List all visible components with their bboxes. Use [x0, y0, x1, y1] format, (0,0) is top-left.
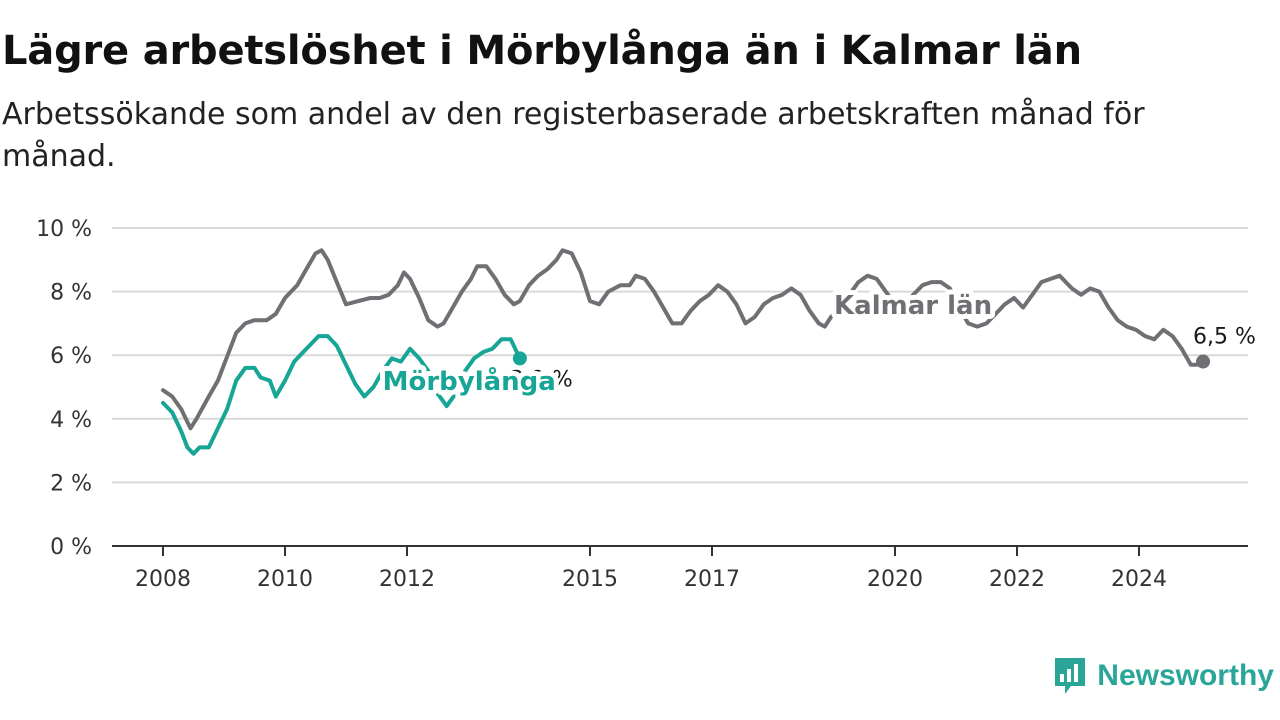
y-tick-label: 4 % — [50, 408, 92, 433]
x-tick-label: 2008 — [135, 567, 191, 592]
x-axis-ticks: 2008 2010 2012 2015 2017 2020 2022 2024 — [135, 546, 1167, 592]
y-tick-label: 0 % — [50, 535, 92, 560]
y-tick-label: 6 % — [50, 344, 92, 369]
series-labels: 6,5 % Kalmar län 3,9 %Mörbylånga — [378, 286, 1259, 402]
x-tick-label: 2010 — [257, 567, 313, 592]
x-tick-label: 2022 — [989, 567, 1045, 592]
chart-title: Lägre arbetslöshet i Mörbylånga än i Kal… — [2, 28, 1082, 74]
series-lines — [161, 248, 1211, 456]
y-tick-label: 10 % — [36, 217, 92, 242]
x-tick-label: 2012 — [379, 567, 435, 592]
x-tick-label: 2020 — [867, 567, 923, 592]
newsworthy-logo-icon — [1055, 658, 1086, 694]
morbylanga-endpoint — [512, 351, 527, 366]
morbylanga-end-label: 3,9 % — [510, 367, 573, 392]
x-tick-label: 2024 — [1111, 567, 1167, 592]
kalmar-lan-label: Kalmar län — [834, 291, 992, 321]
x-tick-label: 2015 — [562, 567, 618, 592]
kalmar-lan-endpoint — [1196, 354, 1211, 369]
line-chart: 0 % 2 % 4 % 6 % 8 % 10 % 2008 2010 2012 2015 2017… — [36, 217, 1259, 592]
kalmar-lan-line — [161, 248, 1205, 431]
y-tick-label: 2 % — [50, 471, 92, 496]
kalmar-lan-end-label: 6,5 % — [1193, 325, 1256, 350]
morbylanga-label: Mörbylånga — [383, 365, 556, 397]
y-axis-ticks: 0 % 2 % 4 % 6 % 8 % 10 % — [36, 217, 92, 560]
x-tick-label: 2017 — [684, 567, 740, 592]
brand-name: Newsworthy — [1097, 659, 1274, 692]
y-tick-label: 8 % — [50, 281, 92, 306]
morbylanga-line — [161, 334, 522, 456]
chart-subtitle: Arbetssökande som andel av den registerb… — [2, 97, 1145, 174]
brand-logo[interactable]: Newsworthy — [1053, 656, 1274, 696]
